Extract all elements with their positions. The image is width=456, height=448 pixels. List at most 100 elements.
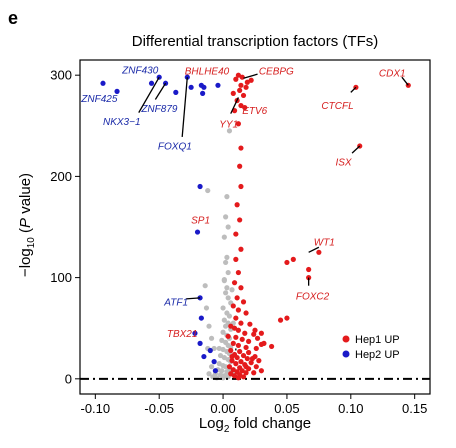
hep1-point <box>235 375 241 381</box>
x-tick-label: 0.05 <box>274 401 299 416</box>
ns-point <box>225 224 231 230</box>
annotation-label: CDX1 <box>379 69 406 80</box>
hep1-point <box>235 342 241 349</box>
x-axis-label-rest: fold change <box>229 415 311 432</box>
hep1-point <box>229 353 235 360</box>
y-tick-label: 200 <box>50 169 72 184</box>
annotation-label: BHLHE40 <box>185 67 230 78</box>
hep1-point <box>243 364 249 370</box>
hep1-point <box>230 367 236 373</box>
hep1-point <box>237 87 243 93</box>
y-axis-label-close: value) <box>17 173 34 218</box>
y-axis-label-sub: 10 <box>26 237 37 249</box>
hep1-point <box>235 327 241 333</box>
hep1-point <box>246 338 252 344</box>
ns-point <box>221 354 227 361</box>
hep2-point <box>173 89 179 95</box>
ns-point <box>223 214 229 220</box>
hep1-point <box>233 76 239 82</box>
hep1-point <box>240 299 247 305</box>
gene-annotations: ZNF430 ZNF425 ZNF879 NKX3−1 FOXQ1 BHLHE40 CEBP… <box>80 66 409 351</box>
hep1-point <box>243 344 249 351</box>
hep2-point <box>114 88 120 94</box>
hep1-point <box>247 321 253 327</box>
ns-point <box>224 254 230 260</box>
hep2-point <box>207 347 213 354</box>
hep1-point <box>256 358 262 364</box>
annotation-leader <box>185 297 201 300</box>
hep1-point <box>251 370 257 376</box>
hep1-point <box>258 330 264 336</box>
ns-point <box>206 323 212 329</box>
hep1-point <box>230 340 236 346</box>
hep1-point <box>231 325 238 331</box>
hep1-point <box>234 202 240 208</box>
ns-point <box>226 313 233 319</box>
hep1-point <box>230 303 236 309</box>
x-tick-label: 0.00 <box>210 401 235 416</box>
ns-point <box>219 337 225 343</box>
hep1-point <box>237 163 243 169</box>
hep1-point <box>254 335 261 341</box>
hep1-point <box>248 77 254 83</box>
hep1-point <box>239 74 245 80</box>
hep1-point <box>233 315 239 321</box>
hep1-point <box>237 217 243 223</box>
hep1-point <box>306 266 312 273</box>
x-axis-label: Log2 fold change <box>199 415 311 435</box>
annotation-label: ETV6 <box>242 106 267 117</box>
annotation-label: CTCFL <box>321 101 353 112</box>
legend: Hep1 UP Hep2 UP <box>342 334 400 361</box>
ns-point <box>217 352 224 359</box>
ns-point <box>220 305 226 311</box>
hep1-point <box>258 368 264 374</box>
hep2-point <box>192 330 198 336</box>
hep1-point <box>253 345 259 352</box>
hep1-point <box>244 355 250 362</box>
hep1-point <box>251 331 257 337</box>
hep1-point <box>228 347 234 354</box>
hep2-point <box>194 229 201 235</box>
annotation-leader <box>401 76 409 86</box>
hep1-point <box>316 249 322 255</box>
ns-point <box>226 128 233 134</box>
annotation-leader <box>350 86 357 93</box>
hep1-point <box>269 343 275 350</box>
hep1-point <box>238 320 244 326</box>
annotation-label: FOXC2 <box>296 291 330 302</box>
legend-label: Hep2 UP <box>355 349 400 361</box>
hep1-point <box>240 92 247 99</box>
hep1-point <box>290 256 296 262</box>
annotation-label: ZNF425 <box>80 94 118 105</box>
x-tick-label: 0.10 <box>338 401 363 416</box>
hep1-point <box>234 295 240 301</box>
hep1-point <box>243 84 249 90</box>
significant-points <box>100 72 411 381</box>
axes: -0.10 -0.05 0.00 0.05 0.10 0.15 0 100 200 300 <box>50 59 431 416</box>
hep1-point <box>238 102 244 109</box>
ns-point <box>223 364 229 370</box>
ns-point <box>223 259 229 266</box>
annotation-leader <box>181 77 188 137</box>
hep1-point <box>238 145 244 151</box>
hep2-point <box>211 359 217 365</box>
hep1-point <box>284 315 290 321</box>
hep1-point <box>233 256 239 262</box>
annotation-leader <box>230 97 239 114</box>
chart-title: Differential transcription factors (TFs) <box>132 33 378 50</box>
x-tick-label: 0.15 <box>402 401 427 416</box>
hep2-point <box>148 80 155 86</box>
hep1-point <box>235 121 241 127</box>
hep1-point <box>230 90 236 96</box>
hep1-point <box>240 374 247 380</box>
hep1-point <box>239 368 245 374</box>
annotation-leader <box>154 82 167 100</box>
hep2-point <box>200 90 206 96</box>
y-tick-label: 0 <box>65 371 72 386</box>
ns-point <box>224 285 230 291</box>
hep1-point <box>284 259 290 266</box>
ns-point <box>208 335 215 341</box>
annotation-label: YY1 <box>219 119 238 130</box>
annotation-label: ZNF430 <box>121 66 159 77</box>
